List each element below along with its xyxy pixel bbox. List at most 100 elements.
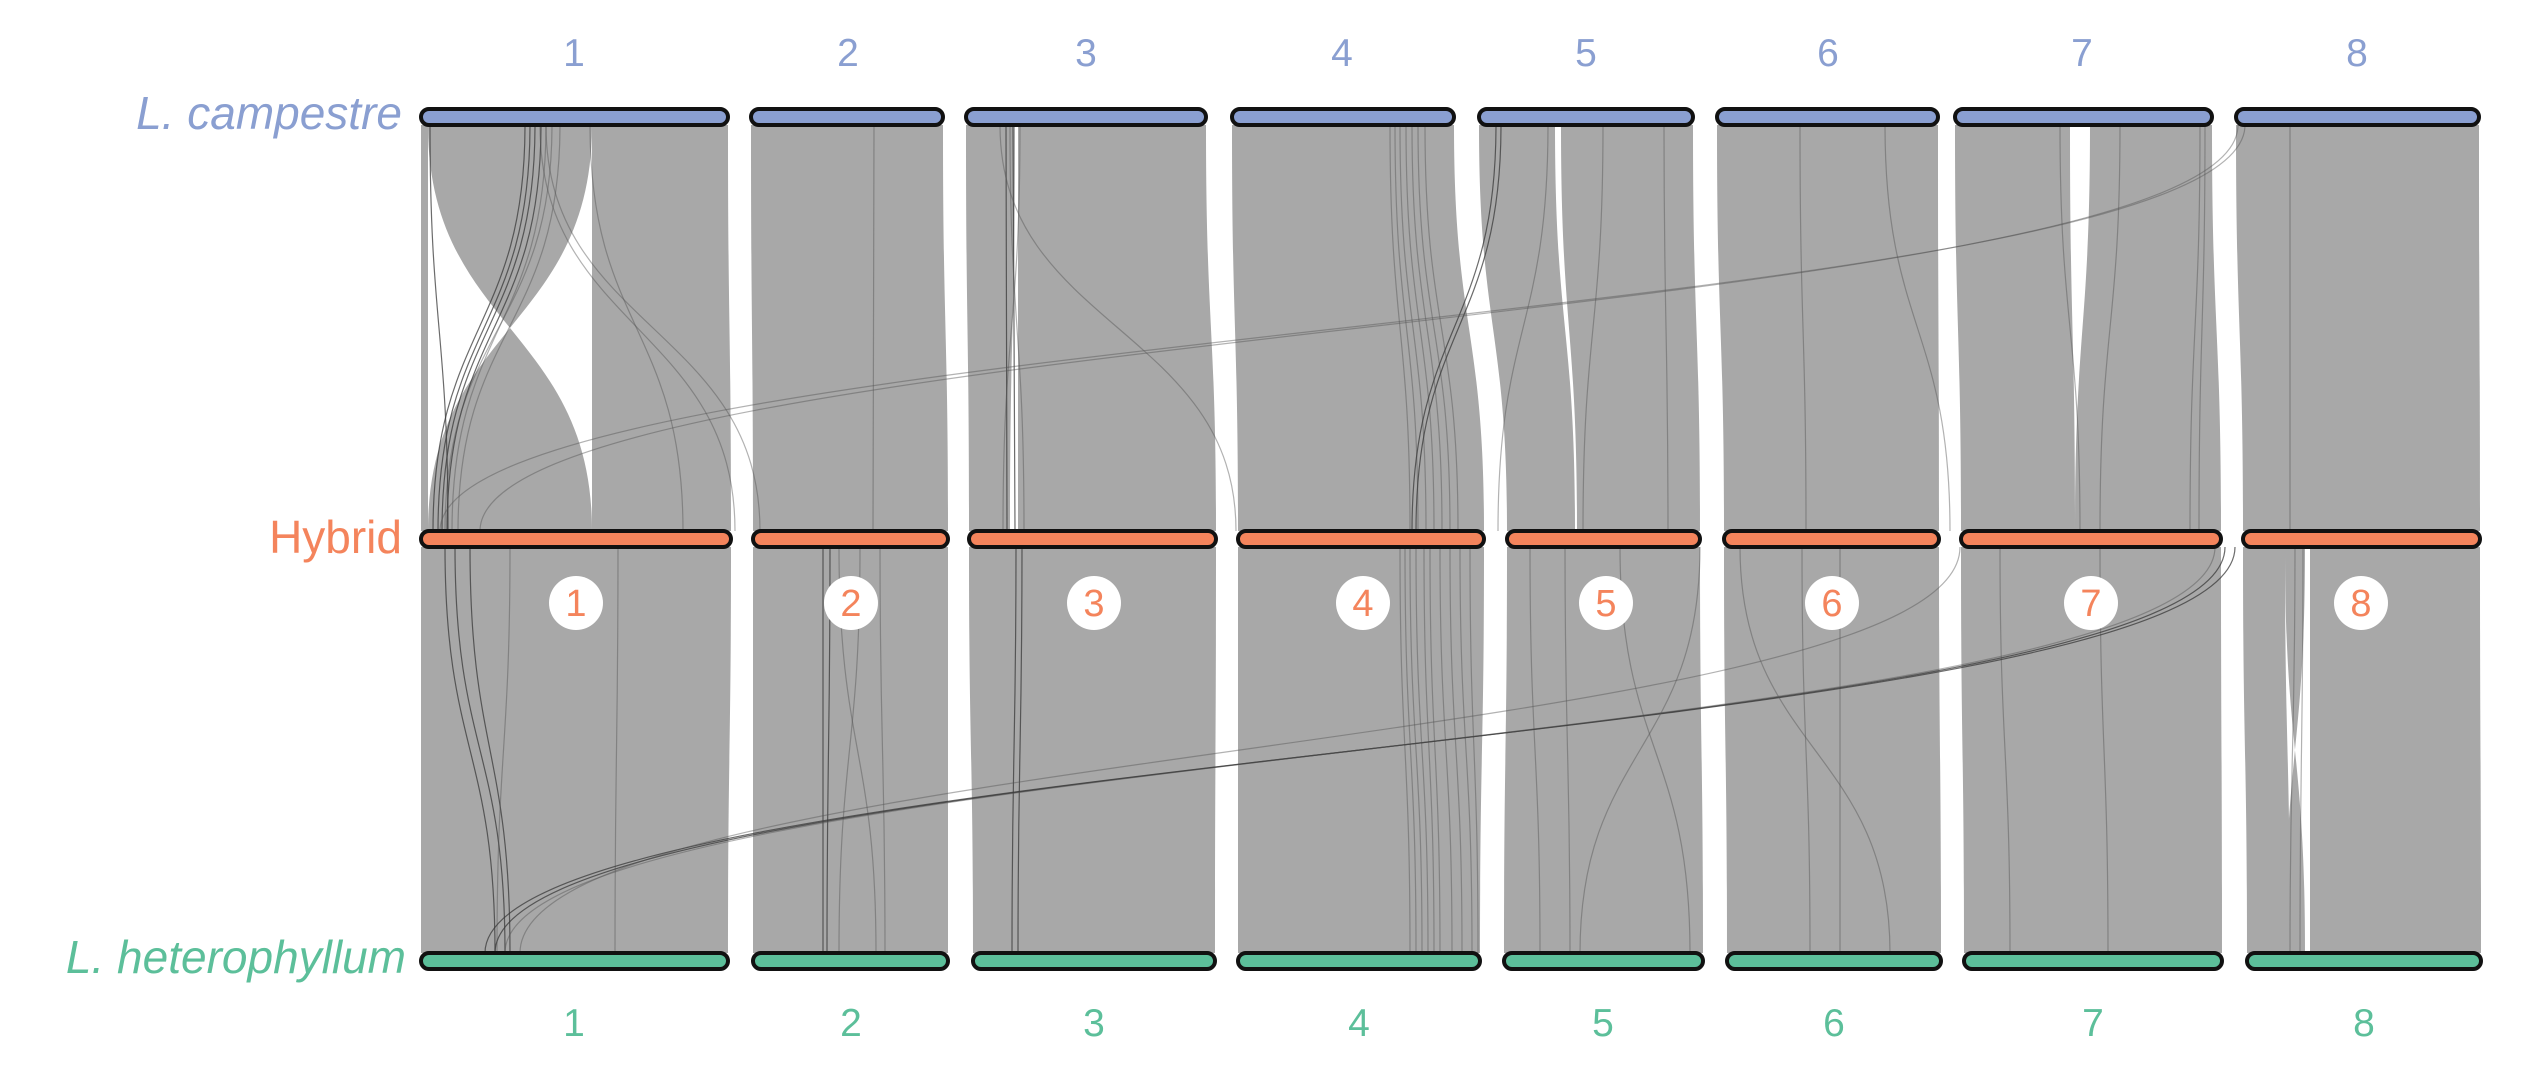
chromosome-bar-top-7 bbox=[1953, 107, 2214, 127]
link-top-mid-2 bbox=[437, 124, 531, 532]
chromosome-bars bbox=[419, 107, 2483, 971]
chromosome-bar-bottom-6 bbox=[1725, 951, 1943, 971]
chromosome-bar-middle-8 bbox=[2241, 529, 2482, 549]
link-top-mid-6 bbox=[444, 124, 553, 532]
link-mid-bot-12 bbox=[1017, 546, 1023, 954]
genome-label-top: L. campestre bbox=[136, 87, 402, 139]
block-mid-bot-chr3 bbox=[969, 547, 1216, 953]
middle-chromosome-label-6: 6 bbox=[1821, 583, 1842, 625]
middle-chromosome-badge-5 bbox=[1579, 576, 1633, 630]
link-mid-bot-24 bbox=[1564, 546, 1571, 954]
top-chromosome-label-7: 7 bbox=[2071, 32, 2093, 75]
bottom-chromosome-label-7: 7 bbox=[2082, 1002, 2104, 1045]
link-mid-bot-14 bbox=[1404, 546, 1417, 954]
chromosome-bar-middle-6 bbox=[1722, 529, 1941, 549]
block-top-mid-chr8 bbox=[2236, 125, 2480, 531]
link-mid-bot-22 bbox=[1469, 546, 1479, 954]
top-chromosome-label-4: 4 bbox=[1331, 32, 1353, 75]
link-mid-bot-5 bbox=[614, 546, 619, 954]
link-mid-bot-26 bbox=[1801, 546, 1811, 954]
chromosome-bar-bottom-2 bbox=[751, 951, 950, 971]
middle-chromosome-badge-2 bbox=[824, 576, 878, 630]
link-top-mid-7 bbox=[457, 124, 561, 532]
block-top-mid-chr6 bbox=[1717, 125, 1939, 531]
chromosome-bar-top-3 bbox=[964, 107, 1208, 127]
block-top-mid-chr1-b bbox=[592, 125, 731, 531]
link-mid-bot-13 bbox=[1399, 546, 1411, 954]
link-mid-bot-15 bbox=[1409, 546, 1423, 954]
chromosome-bar-middle-3 bbox=[967, 529, 1218, 549]
block-top-mid-chr7-c bbox=[2075, 125, 2195, 531]
link-mid-bot-4 bbox=[496, 546, 511, 954]
link-mid-bot-36 bbox=[1579, 546, 1701, 954]
link-top-mid-32 bbox=[2099, 124, 2121, 532]
bottom-chromosome-label-5: 5 bbox=[1592, 1002, 1614, 1045]
link-top-mid-29 bbox=[1799, 124, 1807, 532]
block-mid-bot-chr8-b bbox=[2310, 547, 2481, 953]
chromosome-bar-top-6 bbox=[1715, 107, 1940, 127]
link-mid-bot-3 bbox=[444, 546, 496, 954]
chromosome-bar-top-1 bbox=[419, 107, 730, 127]
top-chromosome-label-5: 5 bbox=[1575, 32, 1597, 75]
link-top-mid-19 bbox=[1399, 124, 1427, 532]
link-mid-bot-31 bbox=[2299, 546, 2304, 954]
link-top-mid-5 bbox=[451, 124, 547, 532]
link-top-mid-33 bbox=[2189, 124, 2201, 532]
link-mid-bot-20 bbox=[1449, 546, 1463, 954]
middle-chromosome-label-5: 5 bbox=[1595, 583, 1616, 625]
middle-chromosome-label-1: 1 bbox=[565, 583, 586, 625]
link-mid-bot-21 bbox=[1459, 546, 1473, 954]
chromosome-bar-middle-1 bbox=[419, 529, 733, 549]
genome-label-bottom: L. heterophyllum bbox=[66, 931, 406, 983]
chromosome-labels: 1 2 3 4 5 6 7 8 1 2 3 4 5 6 7 8 1 2 3 4 5 6 7 8 bbox=[549, 32, 2388, 1045]
link-top-mid-9 bbox=[589, 124, 684, 532]
link-top-mid-12 bbox=[872, 124, 875, 532]
block-top-mid-chr3-b bbox=[1018, 125, 1216, 531]
link-mid-bot-2 bbox=[454, 546, 506, 954]
link-top-mid-8 bbox=[429, 124, 449, 532]
bottom-chromosome-label-3: 3 bbox=[1083, 1002, 1105, 1045]
link-mid-bot-1 bbox=[469, 546, 511, 954]
link-mid-bot-19 bbox=[1439, 546, 1453, 954]
link-mid-bot-11 bbox=[1011, 546, 1017, 954]
block-top-mid-chr2 bbox=[751, 125, 948, 531]
bottom-chromosome-label-4: 4 bbox=[1348, 1002, 1370, 1045]
block-top-mid-chr1-a bbox=[421, 125, 428, 531]
top-chromosome-label-3: 3 bbox=[1075, 32, 1097, 75]
link-mid-bot-17 bbox=[1423, 546, 1435, 954]
link-top-mid-26 bbox=[1497, 124, 1549, 532]
chromosome-bar-bottom-4 bbox=[1236, 951, 1482, 971]
link-mid-bot-18 bbox=[1429, 546, 1441, 954]
link-top-mid-15 bbox=[1002, 124, 1021, 532]
chromosome-bar-middle-2 bbox=[751, 529, 950, 549]
top-chromosome-label-6: 6 bbox=[1817, 32, 1839, 75]
link-mid-bot-35 bbox=[519, 546, 1961, 954]
link-top-mid-25 bbox=[1415, 124, 1502, 532]
middle-chromosome-badge-4 bbox=[1336, 576, 1390, 630]
link-top-mid-27 bbox=[1582, 124, 1604, 532]
chromosome-bar-middle-4 bbox=[1236, 529, 1486, 549]
middle-chromosome-label-2: 2 bbox=[840, 583, 861, 625]
chromosome-bar-top-5 bbox=[1477, 107, 1695, 127]
link-top-mid-23 bbox=[1424, 124, 1459, 532]
middle-chromosome-label-3: 3 bbox=[1083, 583, 1104, 625]
block-mid-bot-chr6 bbox=[1724, 547, 1941, 953]
chromosome-bar-top-4 bbox=[1230, 107, 1456, 127]
bottom-chromosome-label-6: 6 bbox=[1823, 1002, 1845, 1045]
chromosome-bar-bottom-3 bbox=[971, 951, 1217, 971]
top-chromosome-label-2: 2 bbox=[837, 32, 859, 75]
link-top-mid-22 bbox=[1417, 124, 1451, 532]
link-top-mid-10 bbox=[539, 124, 736, 532]
middle-chromosome-badge-8 bbox=[2334, 576, 2388, 630]
chromosome-bar-bottom-1 bbox=[419, 951, 730, 971]
block-top-mid-chr3-a bbox=[966, 125, 1015, 531]
link-mid-bot-23 bbox=[1529, 546, 1541, 954]
link-top-mid-14 bbox=[1012, 124, 1016, 532]
link-top-mid-16 bbox=[1009, 124, 1025, 532]
block-mid-bot-chr8-inv bbox=[2285, 547, 2305, 953]
middle-chromosome-badge-1 bbox=[549, 576, 603, 630]
link-top-mid-20 bbox=[1405, 124, 1435, 532]
chromosome-bar-bottom-7 bbox=[1962, 951, 2224, 971]
link-top-mid-24 bbox=[1411, 124, 1497, 532]
block-top-mid-chr7-a bbox=[1955, 125, 2075, 531]
